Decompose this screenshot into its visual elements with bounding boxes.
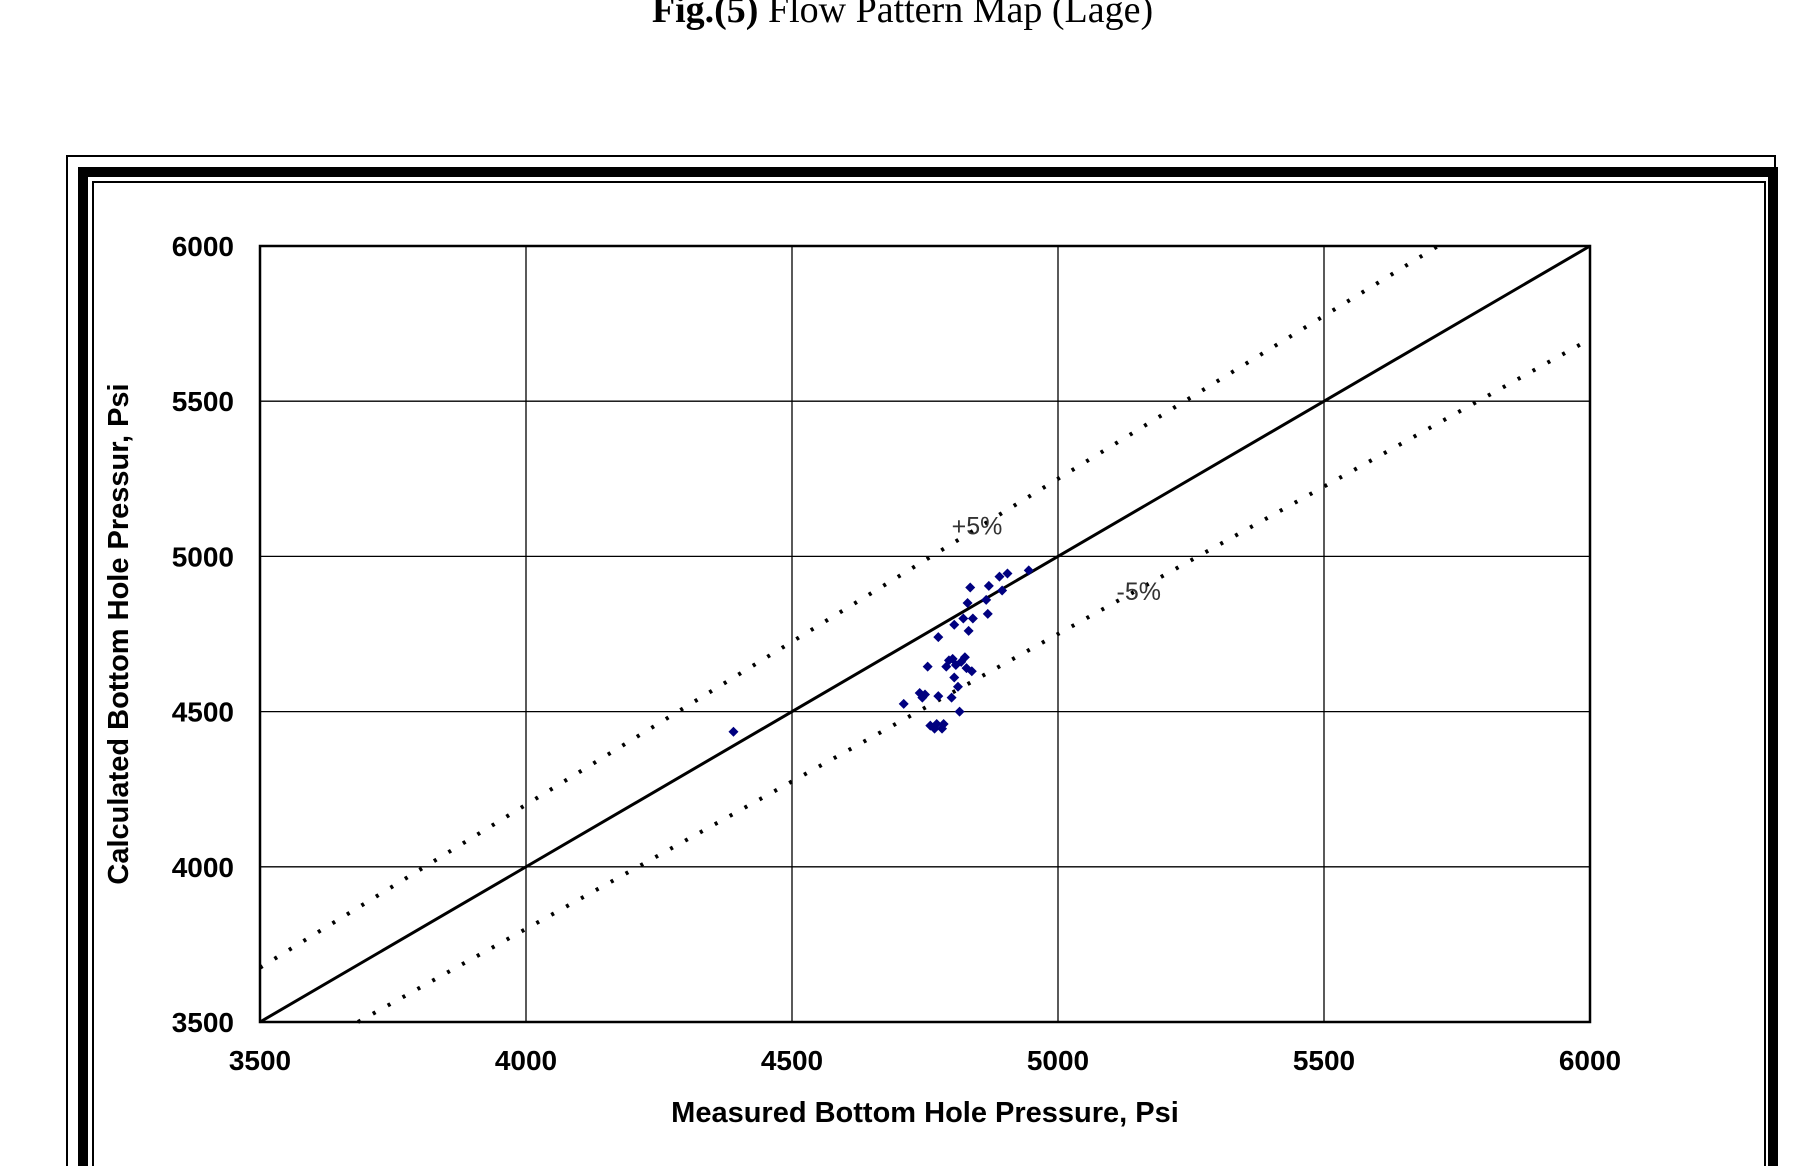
plot-area-border [258, 244, 1592, 1024]
chart-frame-thick [78, 167, 1778, 1166]
data-point-20 [952, 681, 963, 692]
x-tick-label-3: 5000 [1027, 1045, 1089, 1076]
y-axis-label: Calculated Bottom Hole Pressur, Psi [103, 383, 135, 884]
data-point-31 [981, 594, 992, 605]
data-point-30 [967, 613, 978, 624]
data-point-5 [922, 661, 933, 672]
data-point-28 [965, 582, 976, 593]
x-tick-label-1: 4000 [495, 1045, 557, 1076]
data-point-34 [994, 571, 1005, 582]
data-points [728, 565, 1034, 737]
data-point-15 [946, 692, 957, 703]
reference-lines [258, 244, 1591, 1024]
x-tick-label-4: 5500 [1293, 1045, 1355, 1076]
data-point-21 [954, 706, 965, 717]
y-tick-label-1: 4000 [172, 852, 234, 883]
reference-line-equality [259, 244, 1591, 1024]
data-point-18 [949, 619, 960, 630]
annotation-0: +5% [952, 513, 1003, 541]
figure-title-text: Flow Pattern Map (Lage) [758, 0, 1154, 31]
data-point-29 [966, 666, 977, 677]
reference-line-plus5pct [258, 244, 1440, 970]
y-tick-label-5: 6000 [172, 231, 234, 262]
y-tick-labels: 3500 4000 4500 5000 5500 6000 [172, 231, 234, 1038]
data-point-9 [933, 691, 944, 702]
data-point-26 [962, 597, 973, 608]
y-tick-label-0: 3500 [172, 1007, 234, 1038]
data-point-17 [949, 672, 960, 683]
data-point-12 [938, 719, 949, 730]
x-axis-label: Measured Bottom Hole Pressure, Psi [671, 1097, 1179, 1129]
data-point-4 [920, 689, 930, 700]
y-tick-label-3: 5000 [172, 541, 234, 572]
data-point-23 [958, 613, 969, 624]
data-point-33 [983, 580, 994, 591]
x-tick-label-5: 6000 [1559, 1045, 1621, 1076]
data-point-35 [997, 585, 1008, 596]
data-point-10 [933, 632, 944, 643]
y-tick-label-2: 4500 [172, 697, 234, 728]
chart-frame-inner [92, 181, 1766, 1166]
data-point-36 [1002, 568, 1013, 579]
y-tick-label-4: 5500 [172, 386, 234, 417]
data-point-0 [728, 726, 739, 737]
figure-title-bold: Fig.(5) [651, 0, 759, 31]
data-point-27 [963, 625, 974, 636]
x-tick-label-0: 3500 [229, 1045, 291, 1076]
x-tick-labels: 3500 4000 4500 5000 5500 6000 [229, 1045, 1621, 1076]
reference-line-minus5pct [357, 337, 1591, 1024]
data-point-32 [982, 608, 993, 619]
data-point-24 [959, 652, 970, 663]
x-tick-label-2: 4500 [761, 1045, 823, 1076]
annotation-1: -5% [1117, 578, 1161, 606]
data-point-1 [898, 698, 909, 709]
annotations: +5% -5% [952, 513, 1161, 606]
figure-title: Fig.(5) Flow Pattern Map (Lage) [0, 0, 1805, 40]
data-point-37 [1023, 565, 1034, 576]
